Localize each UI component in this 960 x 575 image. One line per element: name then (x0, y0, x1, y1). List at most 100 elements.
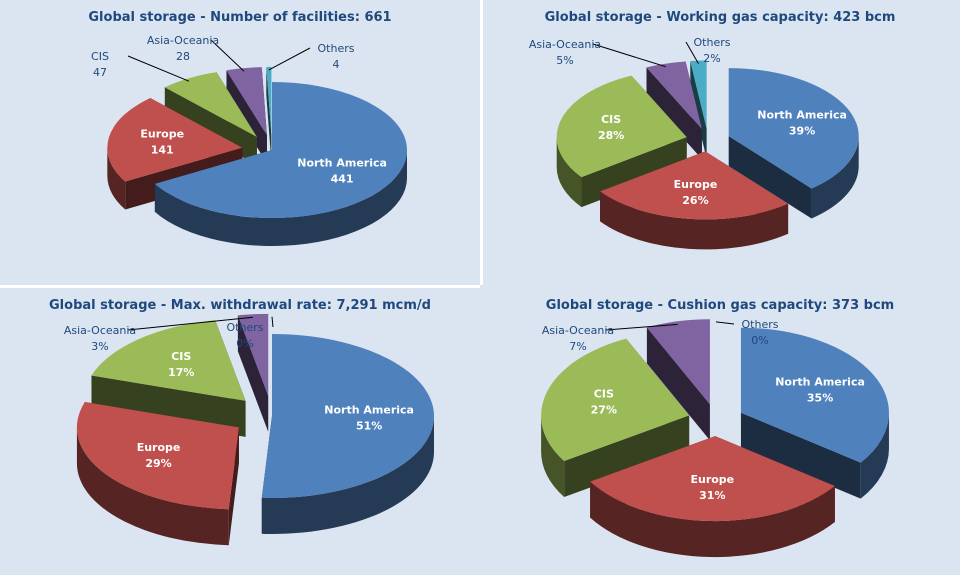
value-label-cis: 27% (591, 403, 617, 416)
label-others: Others (694, 36, 731, 49)
value-label-north-america: 441 (331, 172, 354, 185)
label-asia-oceania: Asia-Oceania (147, 34, 219, 47)
chart-title: Global storage - Number of facilities: 6… (88, 10, 392, 25)
pie-svg: North America 39% Europe 26% CIS 28% Asia-Ocea… (529, 36, 859, 250)
slice-side-europe (590, 481, 835, 558)
pie-svg: North America 35% Europe 31% CIS 27% Asia-Ocea… (541, 318, 889, 558)
slice-face-north-america (740, 412, 861, 499)
slice-europe (76, 402, 239, 510)
chart-title: Global storage - Max. withdrawal rate: 7… (49, 298, 431, 313)
slice-face-asia-oceania (237, 315, 269, 432)
label-others: Others (742, 318, 779, 331)
value-label-cis: 28% (598, 129, 624, 142)
chart-working-gas: Global storage - Working gas capacity: 4… (480, 0, 960, 287)
pie-svg: North America 51% Europe 29% CIS 17% Asia-Ocea… (64, 313, 434, 546)
slice-north-america (728, 68, 859, 189)
slice-others (266, 66, 272, 135)
value-label-europe: 141 (151, 144, 174, 157)
label-europe: Europe (140, 128, 184, 141)
pie-tops (107, 66, 407, 218)
slice-side-north-america (261, 416, 434, 534)
value-label-europe: 29% (145, 457, 171, 470)
slice-asia-oceania (226, 67, 267, 136)
label-cis: CIS (91, 50, 109, 63)
slice-side-europe (600, 191, 789, 250)
value-label-cis: 47 (93, 66, 107, 79)
leader-line-asia-oceania (210, 39, 245, 72)
label-others: Others (227, 321, 264, 334)
slice-face-north-america (728, 136, 812, 219)
value-label-north-america: 51% (356, 420, 382, 433)
chart-title: Global storage - Cushion gas capacity: 3… (545, 298, 895, 313)
pie-labels: North America 35% Europe 31% CIS 27% Asia-Ocea… (542, 318, 865, 502)
slice-cis (164, 72, 257, 137)
label-europe: Europe (690, 473, 734, 486)
slice-north-america (154, 82, 407, 218)
label-cis: CIS (594, 387, 614, 400)
label-north-america: North America (324, 404, 414, 417)
slice-asia-oceania (237, 313, 269, 396)
slice-face-asia-oceania (646, 67, 702, 159)
slice-face-others (266, 66, 272, 163)
label-europe: Europe (674, 178, 718, 191)
label-asia-oceania: Asia-Oceania (64, 324, 136, 337)
slice-face-cis (91, 375, 246, 437)
slice-side-europe (76, 427, 229, 546)
slice-europe (107, 98, 243, 182)
leader-line-others (268, 47, 311, 71)
slice-side-north-america (811, 136, 859, 219)
label-north-america: North America (757, 108, 847, 121)
value-label-others: 4 (333, 58, 340, 71)
divider (480, 0, 483, 285)
label-cis: CIS (171, 350, 191, 363)
label-north-america: North America (775, 376, 865, 389)
pie-tops (556, 60, 859, 220)
value-label-cis: 17% (168, 366, 194, 379)
slice-side-north-america (860, 412, 889, 499)
value-label-europe: 31% (699, 489, 725, 502)
leader-line-asia-oceania (605, 323, 678, 331)
value-label-asia-oceania: 28 (176, 50, 190, 63)
chart-cushion-gas: Global storage - Cushion gas capacity: 3… (480, 288, 960, 575)
leader-line-others (715, 321, 735, 325)
slice-face-asia-oceania (646, 327, 710, 441)
chart-facilities: Global storage - Number of facilities: 6… (0, 0, 480, 287)
slice-others (690, 60, 707, 129)
slice-cis (556, 75, 687, 178)
label-asia-oceania: Asia-Oceania (542, 324, 614, 337)
pie-tops (541, 319, 889, 522)
value-label-asia-oceania: 3% (91, 340, 108, 353)
pie-labels: North America 51% Europe 29% CIS 17% Asia-Ocea… (64, 321, 414, 470)
pie-tops (76, 313, 434, 510)
slice-asia-oceania (646, 61, 702, 129)
pie-svg: North America 441 Europe 141 CIS 47 Asia-Ocean… (91, 34, 407, 247)
value-label-others: 0% (236, 337, 253, 350)
label-asia-oceania: Asia-Oceania (529, 38, 601, 51)
slice-north-america (261, 334, 434, 498)
value-label-north-america: 39% (789, 124, 815, 137)
label-north-america: North America (297, 156, 387, 169)
leader-line-asia-oceania (127, 316, 254, 331)
slice-cis (91, 320, 246, 401)
value-label-others: 2% (703, 52, 720, 65)
slice-face-others (690, 61, 707, 159)
slice-side-cis (556, 137, 582, 208)
slice-europe (590, 436, 835, 522)
value-label-others: 0% (751, 334, 768, 347)
slice-side-europe (107, 147, 126, 210)
slice-asia-oceania (646, 319, 710, 405)
leader-line-others (271, 316, 274, 328)
slice-side-north-america (154, 150, 407, 247)
value-label-asia-oceania: 5% (556, 54, 573, 67)
label-europe: Europe (137, 441, 181, 454)
leader-line-cis (127, 55, 190, 82)
leader-line-asia-oceania (592, 43, 666, 68)
chart-title: Global storage - Working gas capacity: 4… (544, 10, 896, 25)
label-others: Others (318, 42, 355, 55)
value-label-europe: 26% (682, 194, 708, 207)
pie-labels: North America 441 Europe 141 CIS 47 Asia-Ocean… (91, 34, 387, 185)
slice-side-cis (541, 415, 565, 498)
slice-cis (541, 338, 690, 462)
leader-line-others (685, 41, 699, 64)
pie-labels: North America 39% Europe 26% CIS 28% Asia-Ocea… (529, 36, 847, 207)
